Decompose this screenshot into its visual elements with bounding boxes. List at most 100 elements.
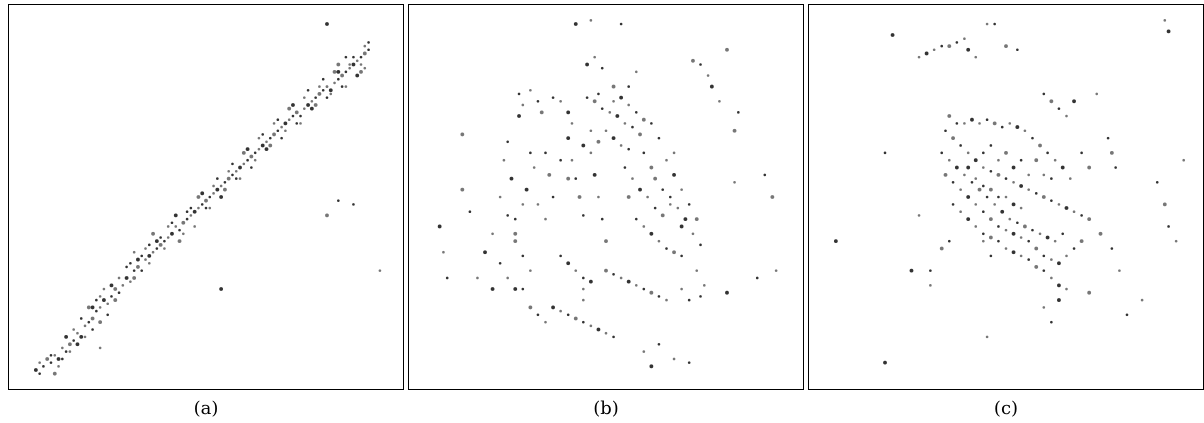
scatter-point bbox=[506, 214, 509, 217]
scatter-point bbox=[49, 353, 53, 357]
scatter-point bbox=[140, 254, 144, 258]
scatter-point bbox=[1046, 151, 1049, 155]
scatter-point bbox=[539, 110, 544, 115]
scatter-point bbox=[917, 214, 921, 217]
scatter-point bbox=[970, 180, 974, 184]
scatter-point bbox=[249, 154, 254, 159]
scatter-point bbox=[212, 184, 215, 188]
scatter-point bbox=[528, 305, 533, 310]
scatter-point bbox=[770, 195, 775, 199]
scatter-point bbox=[582, 276, 585, 280]
scatter-point bbox=[129, 280, 132, 283]
scatter-point bbox=[600, 107, 604, 110]
scatter-point bbox=[657, 136, 661, 140]
scatter-point bbox=[1016, 221, 1019, 225]
scatter-point bbox=[517, 114, 521, 118]
scatter-point bbox=[1011, 165, 1016, 170]
scatter-point bbox=[163, 239, 166, 243]
caption-c: (c) bbox=[993, 398, 1019, 419]
scatter-point bbox=[944, 129, 947, 133]
scatter-point bbox=[592, 99, 597, 104]
scatter-point bbox=[491, 232, 494, 236]
scatter-point bbox=[216, 177, 219, 180]
scatter-point bbox=[977, 187, 982, 192]
scatter-point bbox=[529, 88, 532, 92]
scatter-point bbox=[668, 195, 672, 199]
scatter-point bbox=[483, 250, 487, 255]
scatter-point bbox=[325, 22, 329, 26]
scatter-point bbox=[638, 132, 642, 137]
scatter-point bbox=[1087, 290, 1092, 295]
scatter-point bbox=[951, 136, 955, 140]
scatter-point bbox=[1057, 261, 1061, 266]
scatter-point bbox=[352, 55, 355, 59]
scatter-point bbox=[1019, 236, 1023, 239]
scatter-point bbox=[1004, 177, 1008, 180]
scatter-point bbox=[158, 242, 163, 247]
scatter-point bbox=[597, 92, 600, 96]
scatter-point bbox=[340, 85, 344, 88]
scatter-point bbox=[219, 287, 224, 291]
scatter-point bbox=[883, 151, 887, 155]
scatter-point bbox=[672, 173, 676, 177]
scatter-point bbox=[1019, 254, 1023, 258]
scatter-point bbox=[506, 276, 509, 280]
scatter-point bbox=[672, 151, 676, 155]
scatter-point bbox=[90, 316, 95, 321]
scatter-point bbox=[649, 165, 654, 170]
scatter-point bbox=[151, 250, 155, 254]
scatter-point bbox=[649, 231, 654, 236]
scatter-point bbox=[344, 85, 348, 88]
scatter-point bbox=[321, 88, 325, 92]
scatter-point bbox=[660, 213, 665, 218]
scatter-point bbox=[1008, 122, 1012, 125]
scatter-point bbox=[626, 279, 631, 284]
scatter-point bbox=[325, 213, 329, 218]
scatter-point bbox=[589, 19, 593, 22]
scatter-point bbox=[634, 111, 638, 114]
scatter-point bbox=[1162, 202, 1167, 207]
scatter-point bbox=[650, 122, 653, 125]
scatter-point bbox=[53, 353, 57, 357]
scatter-point bbox=[993, 22, 996, 26]
scatter-point bbox=[178, 228, 181, 232]
scatter-point bbox=[325, 85, 329, 88]
scatter-point bbox=[38, 361, 41, 364]
scatter-point bbox=[113, 298, 118, 302]
scatter-point bbox=[359, 69, 363, 74]
scatter-point bbox=[1050, 177, 1053, 180]
scatter-point bbox=[909, 268, 914, 273]
scatter-point bbox=[295, 122, 299, 125]
scatter-point bbox=[513, 231, 518, 236]
scatter-point bbox=[691, 232, 695, 236]
scatter-point bbox=[56, 357, 61, 361]
scatter-point bbox=[280, 125, 283, 129]
scatter-point bbox=[337, 199, 340, 202]
scatter-point bbox=[929, 284, 932, 287]
scatter-point bbox=[963, 37, 966, 41]
scatter-point bbox=[185, 217, 189, 221]
scatter-point bbox=[1034, 158, 1039, 163]
scatter-point bbox=[98, 306, 102, 309]
scatter-point bbox=[732, 128, 737, 133]
scatter-point bbox=[982, 166, 985, 169]
scatter-point bbox=[212, 192, 215, 195]
scatter-point bbox=[963, 122, 966, 125]
scatter-point bbox=[144, 258, 147, 261]
scatter-point bbox=[1019, 158, 1023, 162]
scatter-point bbox=[993, 203, 996, 206]
scatter-point bbox=[83, 324, 87, 328]
scatter-point bbox=[1072, 210, 1076, 214]
scatter-point bbox=[551, 305, 555, 310]
scatter-point bbox=[1000, 209, 1005, 214]
scatter-point bbox=[506, 140, 509, 144]
scatter-point bbox=[498, 195, 502, 199]
scatter-point bbox=[113, 287, 118, 291]
scatter-point bbox=[589, 324, 593, 328]
scatter-point bbox=[344, 55, 348, 59]
scatter-point bbox=[1109, 150, 1114, 155]
scatter-point bbox=[170, 231, 174, 236]
scatter-point bbox=[106, 302, 109, 306]
scatter-point bbox=[940, 151, 944, 155]
scatter-point bbox=[348, 66, 351, 70]
